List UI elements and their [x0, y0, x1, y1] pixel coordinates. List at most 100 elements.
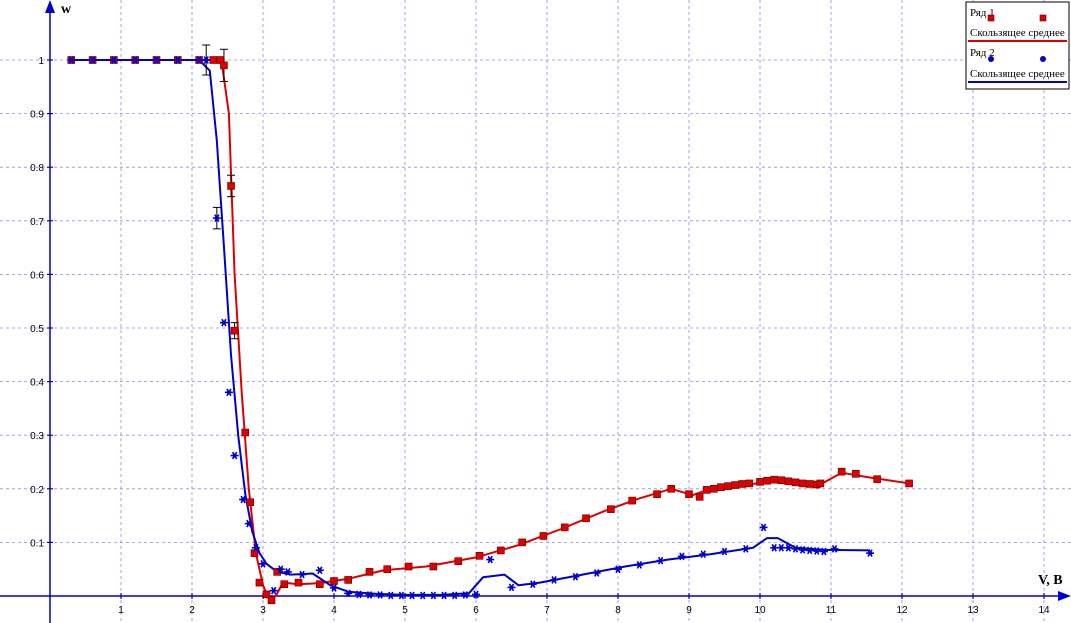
- legend-box: [965, 1, 1070, 90]
- data-point-series2: [784, 543, 793, 552]
- star-core: [226, 390, 231, 395]
- data-point-series1: [653, 490, 661, 498]
- data-point-series2: [677, 552, 686, 561]
- data-point-series2: [550, 576, 559, 584]
- data-point-series2: [251, 543, 260, 552]
- data-point-series2: [386, 591, 395, 600]
- x-tick-label: 12: [896, 605, 908, 616]
- data-point-series2: [656, 556, 665, 565]
- y-tick-label: 1: [38, 56, 44, 67]
- star-core: [793, 546, 798, 551]
- data-point-series2: [741, 544, 750, 553]
- data-point-series1: [791, 478, 800, 487]
- data-point-series2: [244, 519, 253, 528]
- data-point-series1: [837, 467, 846, 476]
- x-axis-arrow: [1058, 591, 1071, 601]
- data-point-series2: [791, 544, 800, 553]
- data-point-series2: [571, 572, 580, 581]
- star-core: [772, 545, 777, 550]
- x-tick-label: 13: [967, 605, 979, 616]
- y-tick-label: 0.7: [30, 217, 44, 228]
- data-point-series1: [702, 486, 711, 494]
- x-tick-label: 3: [260, 605, 266, 616]
- x-tick-label: 7: [544, 605, 550, 616]
- star-core: [204, 58, 209, 62]
- data-point-series1: [560, 523, 569, 532]
- data-point-series2: [212, 214, 221, 222]
- y-tick-label: 0.1: [30, 538, 44, 549]
- data-point-series2: [269, 586, 278, 595]
- data-point-series1: [798, 479, 807, 488]
- legend-label-series2: Ряд 2: [970, 47, 995, 59]
- data-point-series2: [230, 451, 239, 460]
- star-core: [90, 58, 95, 62]
- data-point-series1: [518, 538, 526, 547]
- legend-label-ma2: Скользящее среднее: [970, 68, 1065, 80]
- data-point-series1: [220, 61, 228, 70]
- data-point-series1: [241, 428, 250, 437]
- data-point-series1: [454, 557, 463, 565]
- data-point-series2: [759, 523, 768, 532]
- y-tick-label: 0.5: [30, 324, 44, 335]
- data-point-series2: [798, 546, 807, 554]
- data-point-series1: [230, 326, 239, 335]
- data-point-series2: [88, 56, 97, 64]
- x-tick-label: 6: [473, 605, 479, 616]
- x-tick-label: 10: [754, 605, 766, 616]
- data-point-series1: [695, 493, 704, 501]
- data-point-series2: [219, 318, 228, 327]
- data-point-series1: [280, 580, 289, 589]
- star-core: [814, 548, 819, 553]
- star-core: [442, 593, 447, 598]
- data-point-series2: [830, 544, 839, 553]
- data-point-series1: [294, 578, 303, 587]
- data-point-series2: [461, 591, 470, 599]
- star-core: [221, 320, 226, 325]
- data-point-series2: [812, 547, 821, 555]
- legend-marker-series1-b: [1039, 14, 1047, 22]
- data-point-series1: [404, 562, 413, 571]
- data-point-series2: [259, 559, 267, 568]
- star-core: [573, 574, 578, 579]
- x-tick-label: 11: [826, 605, 837, 616]
- data-point-series2: [866, 549, 875, 557]
- star-core: [399, 593, 404, 598]
- x-tick-label: 2: [189, 605, 195, 616]
- data-point-series2: [450, 591, 459, 600]
- star-core: [346, 591, 351, 596]
- data-point-series2: [365, 591, 374, 599]
- legend-marker-series1-a: [987, 14, 995, 22]
- legend-label-ma1: Скользящее среднее: [970, 27, 1065, 39]
- data-point-series2: [354, 590, 363, 599]
- data-point-series2: [720, 547, 729, 556]
- star-core: [197, 58, 202, 62]
- data-point-series2: [224, 388, 233, 397]
- data-point-series1: [873, 475, 881, 483]
- star-core: [69, 58, 74, 62]
- data-point-series1: [756, 478, 764, 486]
- data-point-series2: [429, 591, 438, 600]
- star-core: [175, 58, 180, 62]
- data-point-series1: [731, 481, 739, 489]
- star-core: [452, 593, 457, 598]
- data-point-series2: [276, 565, 285, 574]
- x-tick-label: 4: [331, 605, 337, 616]
- data-point-series2: [330, 584, 338, 592]
- data-point-series1: [255, 578, 264, 587]
- data-point-series1: [315, 580, 324, 589]
- data-point-series1: [262, 590, 271, 599]
- data-point-series2: [298, 570, 307, 579]
- data-point-series1: [582, 514, 590, 523]
- star-core: [388, 593, 393, 598]
- data-point-series2: [195, 56, 204, 64]
- star-core: [278, 567, 283, 572]
- data-point-series2: [344, 589, 353, 598]
- data-point-series1: [273, 568, 282, 576]
- star-core: [821, 549, 826, 554]
- data-point-series2: [283, 568, 292, 576]
- x-tick-label: 8: [615, 605, 621, 616]
- star-core: [253, 545, 258, 550]
